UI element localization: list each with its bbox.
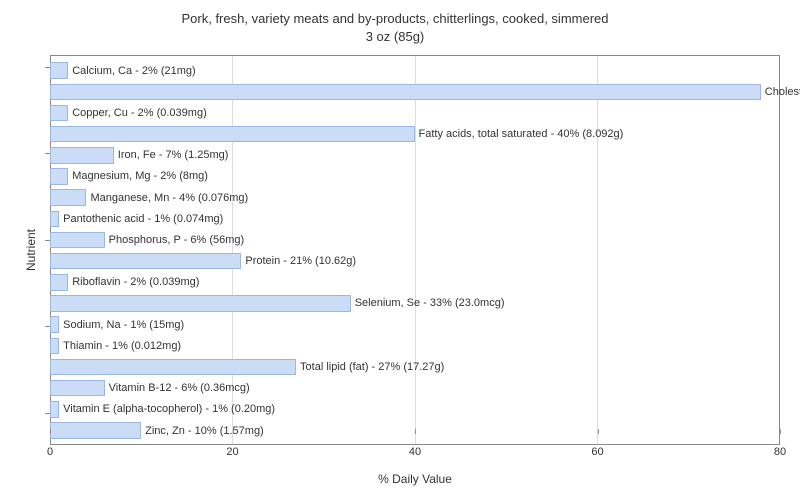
bar: [50, 401, 59, 418]
y-tick: [45, 326, 50, 327]
bar-label: Selenium, Se - 33% (23.0mcg): [351, 297, 505, 309]
bar-row: Sodium, Na - 1% (15mg): [50, 314, 779, 335]
bar: [50, 147, 114, 164]
x-tick-label: 60: [591, 446, 603, 458]
bar-row: Copper, Cu - 2% (0.039mg): [50, 102, 779, 123]
y-tick: [45, 413, 50, 414]
bar: [50, 422, 141, 439]
title-line-2: 3 oz (85g): [366, 29, 425, 44]
bar-label: Fatty acids, total saturated - 40% (8.09…: [415, 128, 624, 140]
bars-group: Calcium, Ca - 2% (21mg) Cholesterol - 78%…: [50, 56, 779, 445]
y-tick: [45, 240, 50, 241]
bar: [50, 189, 86, 206]
bar-row: Vitamin B-12 - 6% (0.36mcg): [50, 378, 779, 399]
bar-label: Thiamin - 1% (0.012mg): [59, 340, 181, 352]
bar-row: Protein - 21% (10.62g): [50, 251, 779, 272]
bar-row: Iron, Fe - 7% (1.25mg): [50, 145, 779, 166]
x-tick-label: 0: [47, 446, 53, 458]
bar-row: Riboflavin - 2% (0.039mg): [50, 272, 779, 293]
bar: [50, 253, 241, 270]
bar: [50, 380, 105, 397]
title-line-1: Pork, fresh, variety meats and by-produc…: [181, 11, 608, 26]
bar: [50, 316, 59, 333]
x-axis-label: % Daily Value: [50, 472, 780, 486]
y-axis-label: Nutrient: [24, 229, 38, 271]
bar-row: Total lipid (fat) - 27% (17.27g): [50, 356, 779, 377]
bar-label: Protein - 21% (10.62g): [241, 255, 356, 267]
bar-label: Total lipid (fat) - 27% (17.27g): [296, 361, 444, 373]
bar-label: Zinc, Zn - 10% (1.57mg): [141, 425, 264, 437]
bar-row: Manganese, Mn - 4% (0.076mg): [50, 187, 779, 208]
bar-label: Calcium, Ca - 2% (21mg): [68, 65, 195, 77]
bar-label: Riboflavin - 2% (0.039mg): [68, 276, 199, 288]
bar-label: Cholesterol - 78% (235mg): [761, 86, 800, 98]
bar: [50, 274, 68, 291]
bar-row: Vitamin E (alpha-tocopherol) - 1% (0.20m…: [50, 399, 779, 420]
bar-label: Phosphorus, P - 6% (56mg): [105, 234, 245, 246]
bar: [50, 62, 68, 79]
y-tick: [45, 67, 50, 68]
bar: [50, 168, 68, 185]
bar: [50, 359, 296, 376]
bar-row: Fatty acids, total saturated - 40% (8.09…: [50, 124, 779, 145]
bar: [50, 211, 59, 228]
bar-row: Thiamin - 1% (0.012mg): [50, 335, 779, 356]
bar: [50, 84, 761, 101]
bar-row: Calcium, Ca - 2% (21mg): [50, 60, 779, 81]
nutrition-bar-chart: Pork, fresh, variety meats and by-produc…: [0, 0, 800, 500]
bar: [50, 105, 68, 122]
bar-label: Sodium, Na - 1% (15mg): [59, 319, 184, 331]
bar-row: Cholesterol - 78% (235mg): [50, 81, 779, 102]
bar: [50, 126, 415, 143]
x-ticks: 020406080: [50, 446, 780, 462]
bar-label: Copper, Cu - 2% (0.039mg): [68, 107, 207, 119]
x-tick-label: 20: [226, 446, 238, 458]
bar-label: Vitamin B-12 - 6% (0.36mcg): [105, 382, 250, 394]
x-tick-label: 40: [409, 446, 421, 458]
bar-label: Magnesium, Mg - 2% (8mg): [68, 170, 208, 182]
bar-row: Phosphorus, P - 6% (56mg): [50, 229, 779, 250]
chart-title: Pork, fresh, variety meats and by-produc…: [10, 10, 780, 46]
bar-row: Selenium, Se - 33% (23.0mcg): [50, 293, 779, 314]
plot-area: Calcium, Ca - 2% (21mg) Cholesterol - 78%…: [50, 55, 780, 445]
bar-label: Pantothenic acid - 1% (0.074mg): [59, 213, 223, 225]
bar: [50, 338, 59, 355]
x-tick-label: 80: [774, 446, 786, 458]
bar-label: Iron, Fe - 7% (1.25mg): [114, 149, 229, 161]
bar: [50, 295, 351, 312]
bar: [50, 232, 105, 249]
bar-row: Pantothenic acid - 1% (0.074mg): [50, 208, 779, 229]
bar-row: Magnesium, Mg - 2% (8mg): [50, 166, 779, 187]
y-tick: [45, 153, 50, 154]
bar-label: Manganese, Mn - 4% (0.076mg): [86, 192, 248, 204]
bar-label: Vitamin E (alpha-tocopherol) - 1% (0.20m…: [59, 403, 275, 415]
